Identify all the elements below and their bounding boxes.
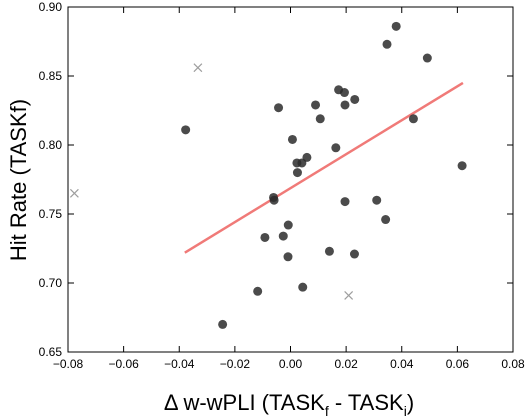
data-point xyxy=(253,286,263,296)
y-axis-ticks: 0.65 0.70 0.75 0.80 0.85 0.90 xyxy=(39,0,513,359)
y-tick-label: 0.70 xyxy=(39,276,63,290)
x-tick-label: 0.00 xyxy=(279,357,303,371)
x-tick-label: −0.04 xyxy=(164,357,195,371)
data-point xyxy=(269,195,279,205)
x-tick-label: 0.04 xyxy=(390,357,414,371)
y-tick-label: 0.65 xyxy=(39,345,63,359)
data-point xyxy=(283,220,293,230)
data-point xyxy=(283,252,293,262)
data-point xyxy=(349,249,359,259)
data-point xyxy=(340,197,350,207)
data-point xyxy=(339,88,349,98)
fit-line-layer xyxy=(184,81,464,254)
y-axis-label: Hit Rate (TASKf) xyxy=(6,99,31,261)
data-point xyxy=(292,168,302,178)
outlier-stroke xyxy=(69,188,79,198)
y-tick-label: 0.75 xyxy=(39,207,63,221)
x-axis-label: Δ w-wPLI (TASKf - TASKi) xyxy=(164,390,414,419)
data-point xyxy=(382,39,392,49)
plot-frame xyxy=(67,6,514,353)
x-axis-ticks: −0.08 −0.06 −0.04 −0.02 0.00 0.02 0.04 0.06 0.08 xyxy=(53,7,525,371)
data-point xyxy=(260,232,270,242)
data-point xyxy=(340,100,350,110)
fit-line xyxy=(184,81,464,254)
outlier-stroke xyxy=(193,63,203,73)
data-point xyxy=(422,53,432,63)
data-point xyxy=(274,103,284,113)
data-point xyxy=(381,215,391,225)
data-point xyxy=(302,152,312,162)
data-point xyxy=(278,231,288,241)
x-tick-label: −0.02 xyxy=(220,357,251,371)
data-point xyxy=(391,21,401,31)
outlier-marker xyxy=(193,63,203,73)
data-point xyxy=(218,319,228,329)
data-point xyxy=(287,134,297,144)
data-point xyxy=(315,114,325,124)
data-point xyxy=(311,100,321,110)
x-tick-label: −0.06 xyxy=(108,357,139,371)
y-tick-label: 0.80 xyxy=(39,138,63,152)
outlier-marker xyxy=(69,188,79,198)
plot-area-border xyxy=(67,6,514,353)
outlier-stroke xyxy=(344,290,354,300)
data-point xyxy=(350,94,360,104)
y-tick-label: 0.90 xyxy=(39,0,63,14)
x-tick-label: −0.08 xyxy=(53,357,84,371)
y-tick-label: 0.85 xyxy=(39,69,63,83)
data-point xyxy=(408,114,418,124)
outlier-marker xyxy=(344,290,354,300)
points-layer xyxy=(69,21,467,329)
data-point xyxy=(181,125,191,135)
x-tick-label: 0.08 xyxy=(501,357,525,371)
x-tick-label: 0.02 xyxy=(334,357,358,371)
data-point xyxy=(372,195,382,205)
data-point xyxy=(331,143,341,153)
data-point xyxy=(324,246,334,256)
data-point xyxy=(298,282,308,292)
x-tick-label: 0.06 xyxy=(446,357,470,371)
data-point xyxy=(457,161,467,171)
